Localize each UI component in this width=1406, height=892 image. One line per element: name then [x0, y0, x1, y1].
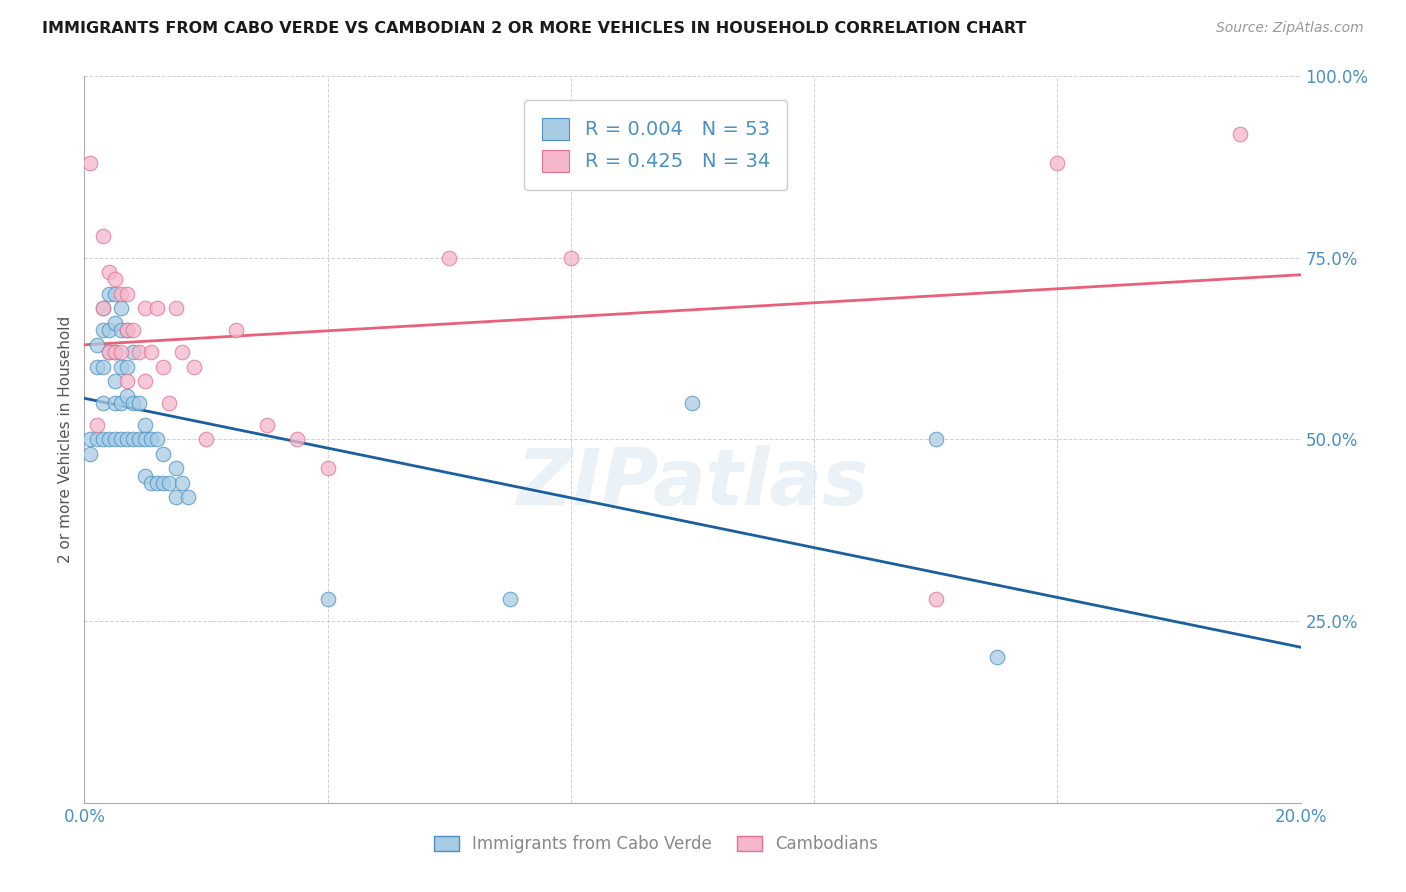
Point — [165, 301, 187, 316]
Point — [110, 396, 132, 410]
Point — [165, 491, 187, 505]
Point — [439, 251, 461, 265]
Point — [97, 345, 120, 359]
Point — [152, 359, 174, 374]
Point — [104, 432, 127, 446]
Point — [134, 374, 156, 388]
Point — [115, 323, 138, 337]
Point — [141, 432, 163, 446]
Point — [110, 359, 132, 374]
Point — [97, 345, 120, 359]
Point — [79, 432, 101, 446]
Point — [256, 417, 278, 432]
Point — [146, 301, 169, 316]
Point — [97, 432, 120, 446]
Point — [128, 432, 150, 446]
Point — [134, 301, 156, 316]
Point — [159, 396, 181, 410]
Text: ZIPatlas: ZIPatlas — [516, 445, 869, 521]
Point — [110, 345, 132, 359]
Point — [115, 432, 138, 446]
Point — [104, 345, 127, 359]
Point — [97, 323, 120, 337]
Point — [91, 228, 114, 243]
Point — [86, 338, 108, 352]
Point — [91, 301, 114, 316]
Point — [79, 447, 101, 461]
Point — [194, 432, 218, 446]
Point — [91, 359, 114, 374]
Point — [79, 156, 101, 170]
Y-axis label: 2 or more Vehicles in Household: 2 or more Vehicles in Household — [58, 316, 73, 563]
Point — [110, 432, 132, 446]
Point — [146, 432, 169, 446]
Point — [91, 323, 114, 337]
Point — [91, 301, 114, 316]
Point — [134, 432, 156, 446]
Point — [104, 287, 127, 301]
Point — [1229, 127, 1251, 141]
Point — [115, 323, 138, 337]
Point — [115, 359, 138, 374]
Point — [141, 345, 163, 359]
Point — [170, 345, 193, 359]
Point — [122, 323, 145, 337]
Point — [170, 475, 193, 490]
Point — [152, 475, 174, 490]
Point — [115, 287, 138, 301]
Point — [86, 432, 108, 446]
Point — [97, 265, 120, 279]
Text: IMMIGRANTS FROM CABO VERDE VS CAMBODIAN 2 OR MORE VEHICLES IN HOUSEHOLD CORRELAT: IMMIGRANTS FROM CABO VERDE VS CAMBODIAN … — [42, 21, 1026, 36]
Point — [128, 345, 150, 359]
Point — [560, 251, 582, 265]
Point — [499, 592, 522, 607]
Point — [316, 592, 339, 607]
Point — [316, 461, 339, 475]
Point — [141, 475, 163, 490]
Legend: Immigrants from Cabo Verde, Cambodians: Immigrants from Cabo Verde, Cambodians — [427, 829, 884, 860]
Point — [104, 272, 127, 286]
Point — [104, 345, 127, 359]
Point — [86, 359, 108, 374]
Point — [110, 323, 132, 337]
Point — [115, 374, 138, 388]
Point — [682, 396, 704, 410]
Text: Source: ZipAtlas.com: Source: ZipAtlas.com — [1216, 21, 1364, 35]
Point — [128, 396, 150, 410]
Point — [110, 287, 132, 301]
Point — [159, 475, 181, 490]
Point — [115, 389, 138, 403]
Point — [134, 468, 156, 483]
Point — [91, 432, 114, 446]
Point — [165, 461, 187, 475]
Point — [225, 323, 247, 337]
Point — [134, 417, 156, 432]
Point — [925, 432, 948, 446]
Point — [925, 592, 948, 607]
Point — [183, 359, 205, 374]
Point — [177, 491, 200, 505]
Point — [122, 345, 145, 359]
Point — [97, 287, 120, 301]
Point — [146, 475, 169, 490]
Point — [86, 417, 108, 432]
Point — [104, 316, 127, 330]
Point — [104, 396, 127, 410]
Point — [152, 447, 174, 461]
Point — [986, 650, 1008, 665]
Point — [285, 432, 308, 446]
Point — [122, 432, 145, 446]
Point — [122, 396, 145, 410]
Point — [110, 301, 132, 316]
Point — [104, 374, 127, 388]
Point — [1046, 156, 1069, 170]
Point — [91, 396, 114, 410]
